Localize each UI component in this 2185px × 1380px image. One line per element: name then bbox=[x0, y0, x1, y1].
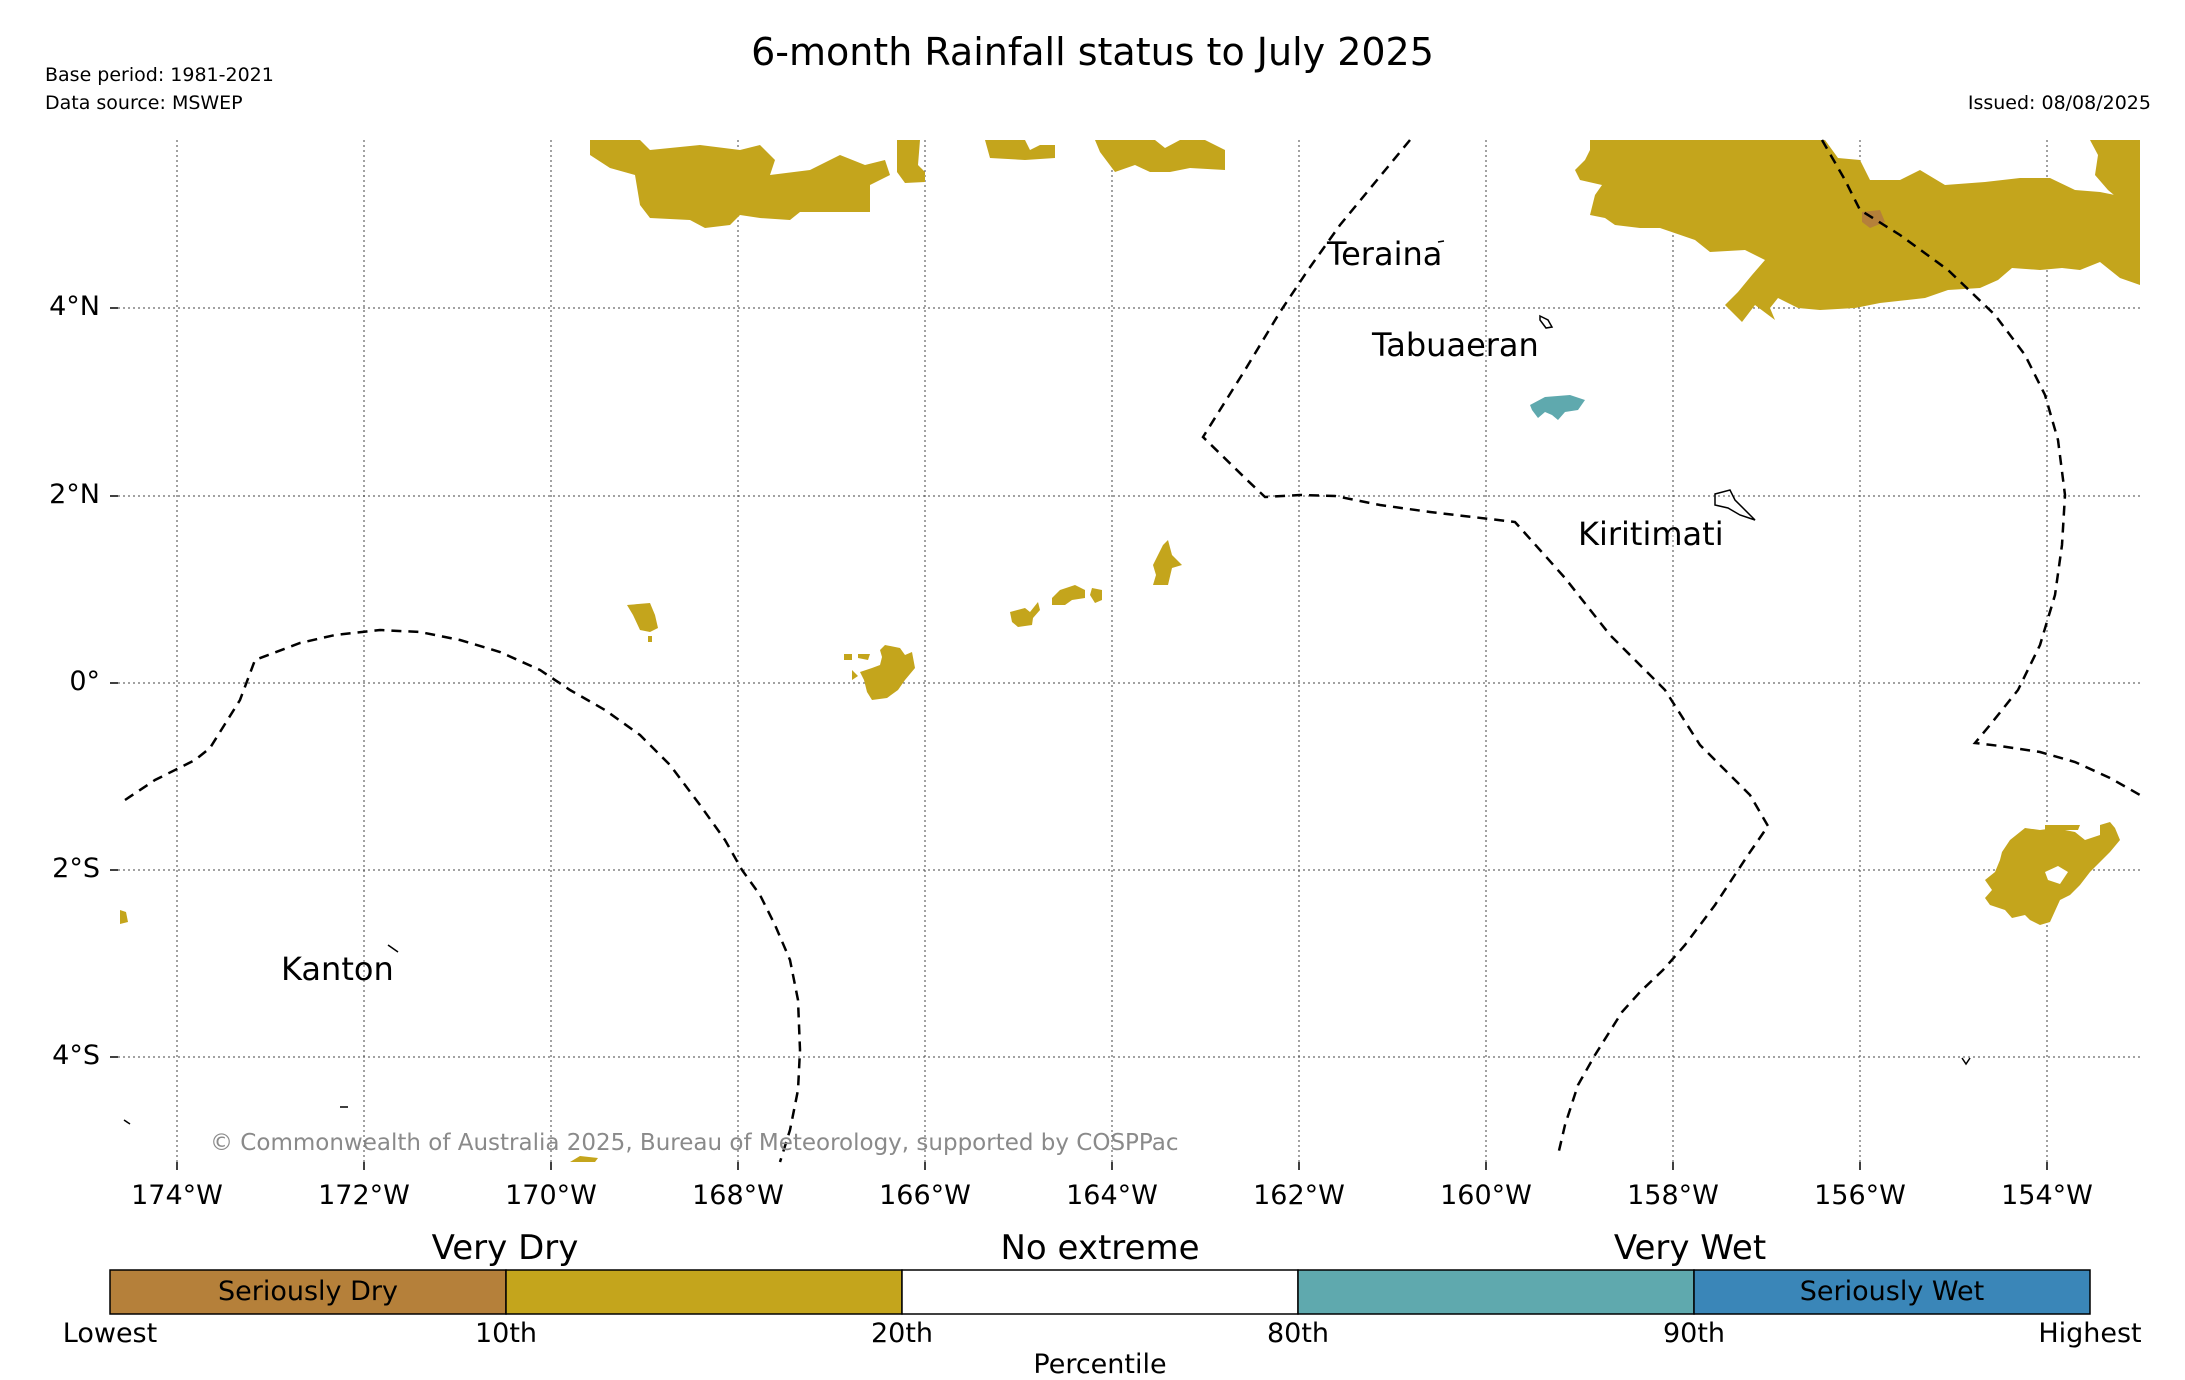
lon-tick: 174°W bbox=[131, 1180, 223, 1211]
percentile-tick: 80th bbox=[1266, 1318, 1330, 1349]
place-kiritimati: Kiritimati bbox=[1578, 515, 1724, 553]
lat-tick: 4°S bbox=[52, 1040, 100, 1071]
lon-tick: 166°W bbox=[879, 1180, 971, 1211]
lon-tick: 168°W bbox=[692, 1180, 784, 1211]
percentile-axis-label: Percentile bbox=[1033, 1349, 1167, 1380]
lat-tick: 0° bbox=[69, 666, 100, 697]
gridlines bbox=[118, 140, 2140, 1162]
place-tabuaeran: Tabuaeran bbox=[1372, 326, 1539, 364]
place-teraina: Teraina bbox=[1327, 235, 1443, 273]
very-dry-areas bbox=[120, 140, 2140, 1162]
data-source: Data source: MSWEP bbox=[45, 92, 243, 114]
colorbar-very-wet bbox=[1297, 1269, 1695, 1315]
lon-tick: 156°W bbox=[1814, 1180, 1906, 1211]
lon-tick: 164°W bbox=[1066, 1180, 1158, 1211]
lon-tick: 172°W bbox=[318, 1180, 410, 1211]
legend-seriously-wet: Seriously Wet bbox=[1799, 1276, 1985, 1307]
lat-tick: 4°N bbox=[49, 291, 100, 322]
very-wet-area bbox=[1530, 395, 1585, 420]
map-title: 6-month Rainfall status to July 2025 bbox=[751, 30, 1434, 74]
lon-tick: 162°W bbox=[1253, 1180, 1345, 1211]
place-kanton: Kanton bbox=[281, 950, 394, 988]
colorbar-seriously-dry bbox=[109, 1269, 507, 1315]
issued-date: Issued: 08/08/2025 bbox=[1967, 92, 2151, 114]
lat-tick: 2°N bbox=[49, 479, 100, 510]
percentile-tick: Highest bbox=[2038, 1318, 2142, 1349]
base-period: Base period: 1981-2021 bbox=[45, 64, 274, 86]
lon-tick: 160°W bbox=[1440, 1180, 1532, 1211]
eez-boundaries bbox=[124, 139, 2141, 1163]
colorbar-no-extreme bbox=[901, 1269, 1299, 1315]
colorbar-very-dry bbox=[505, 1269, 903, 1315]
lon-tick: 158°W bbox=[1627, 1180, 1719, 1211]
lon-tick: 154°W bbox=[2001, 1180, 2093, 1211]
percentile-tick: 10th bbox=[474, 1318, 538, 1349]
legend-very-wet: Very Wet bbox=[1613, 1228, 1767, 1268]
legend-very-dry: Very Dry bbox=[431, 1228, 579, 1268]
island-outlines bbox=[123, 240, 1971, 1125]
copyright-notice: © Commonwealth of Australia 2025, Bureau… bbox=[210, 1130, 1179, 1156]
percentile-tick: 20th bbox=[870, 1318, 934, 1349]
legend-no-extreme: No extreme bbox=[1000, 1228, 1200, 1268]
percentile-tick: Lowest bbox=[62, 1318, 158, 1349]
colorbar bbox=[109, 1269, 2091, 1315]
lon-tick: 170°W bbox=[505, 1180, 597, 1211]
legend-seriously-dry: Seriously Dry bbox=[218, 1276, 398, 1307]
percentile-tick: 90th bbox=[1662, 1318, 1726, 1349]
lat-tick: 2°S bbox=[52, 853, 100, 884]
colorbar-seriously-wet bbox=[1693, 1269, 2091, 1315]
